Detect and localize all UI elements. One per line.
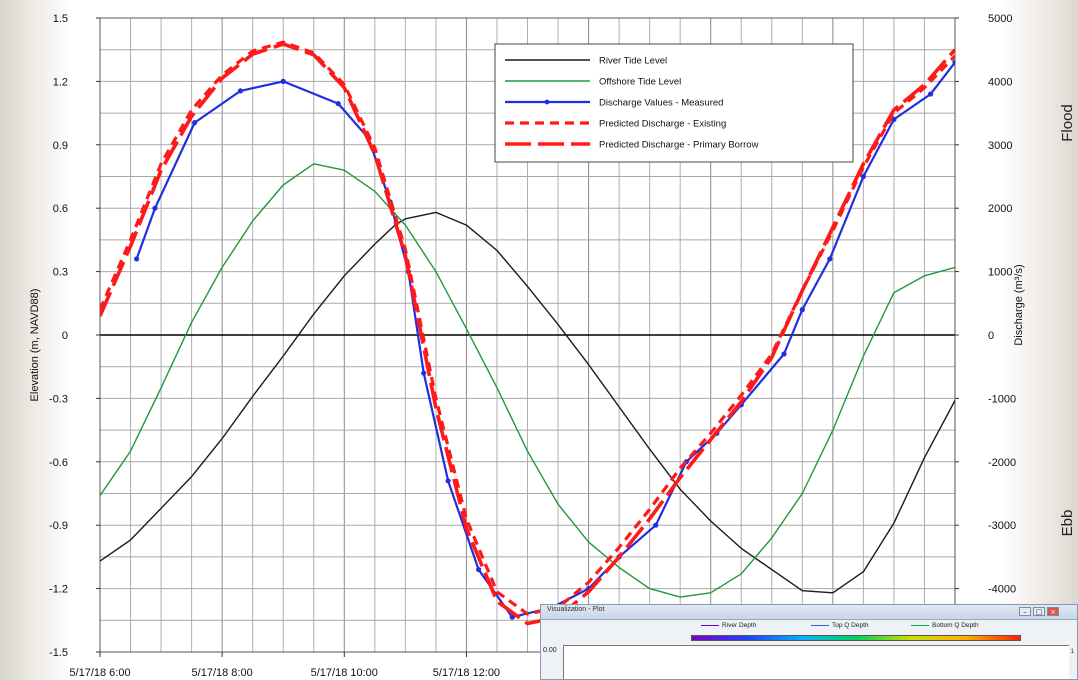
maximize-button[interactable]: □ (1033, 607, 1045, 616)
y-tick-label: 0 (62, 330, 68, 342)
minimize-button[interactable]: – (1019, 607, 1031, 616)
x-tick-label: 5/17/18 10:00 (311, 667, 378, 679)
ebb-label: Ebb (1059, 510, 1076, 537)
data-point (927, 91, 934, 97)
color-scale-bar (691, 635, 1021, 641)
legend-label: Bottom Q Depth (932, 622, 979, 629)
x-tick-label: 5/17/18 8:00 (192, 667, 253, 679)
y2-tick-label: -1000 (988, 393, 1016, 405)
legend-swatch (911, 624, 929, 626)
flood-label: Flood (1059, 104, 1076, 142)
legend-item-top-q-depth: Top Q Depth (811, 622, 869, 629)
y-tick-label: -0.6 (49, 457, 68, 469)
legend-marker (544, 99, 550, 105)
data-point (421, 370, 427, 376)
series-line-1 (100, 163, 955, 598)
axes: 1.5 1.2 0.9 0.6 0.3 0 -0.3 -0.6 -0.9 -1.2 -1.5 5000… (29, 13, 1076, 679)
close-button[interactable]: × (1047, 607, 1059, 616)
data-point (799, 307, 805, 313)
data-point (827, 256, 833, 262)
embedded-plot-window[interactable]: Visualization - Plot – □ × River Depth T… (540, 604, 1078, 680)
data-point (781, 351, 787, 357)
data-point (335, 100, 341, 107)
y-tick-label: -0.9 (49, 520, 68, 532)
y2-axis-title: Discharge (m³/s) (1013, 264, 1025, 345)
window-title: Visualization - Plot (547, 606, 605, 613)
series-line-0 (100, 211, 955, 594)
legend-label-1: Offshore Tide Level (599, 77, 681, 88)
legend-label: Top Q Depth (832, 622, 869, 629)
data-point (653, 522, 659, 528)
legend-label-0: River Tide Level (599, 56, 667, 67)
legend-label-3: Predicted Discharge - Existing (599, 119, 726, 130)
y-tick-label: 0.3 (53, 267, 68, 279)
window-plot-area[interactable] (563, 645, 1069, 679)
y-tick-label: 1.2 (53, 76, 68, 88)
y-tick-label: 0.6 (53, 203, 68, 215)
x-tick-label: 5/17/18 12:00 (433, 667, 500, 679)
y-tick-label: -1.5 (49, 647, 68, 659)
series-line-3 (100, 40, 955, 616)
y-tick-label: -0.3 (49, 393, 68, 405)
data-point (860, 173, 866, 180)
legend-item-bottom-q-depth: Bottom Q Depth (911, 622, 979, 629)
legend-item-river-depth: River Depth (701, 622, 756, 629)
y2-tick-label: 0 (988, 330, 994, 342)
window-titlebar[interactable]: Visualization - Plot – □ × (541, 605, 1077, 620)
legend-label-2: Discharge Values - Measured (599, 98, 723, 109)
data-point (509, 614, 515, 620)
legend-label-4: Predicted Discharge - Primary Borrow (599, 140, 759, 151)
series-lines (100, 40, 955, 626)
data-point (445, 478, 451, 484)
y2-tick-label: 1000 (988, 267, 1012, 279)
y-tick-label: 0.9 (53, 140, 68, 152)
legend-swatch (811, 624, 829, 626)
y2-tick-label: 5000 (988, 13, 1012, 25)
window-right-tick: 1 (1070, 649, 1074, 655)
legend: River Tide Level Offshore Tide Level Disch… (494, 43, 854, 163)
y2-tick-label: -4000 (988, 584, 1016, 596)
data-point (952, 59, 955, 65)
y2-tick-label: 4000 (988, 76, 1012, 88)
data-point (152, 205, 158, 211)
y-axis-title: Elevation (m, NAVD88) (29, 289, 41, 402)
series-line-4 (100, 42, 955, 626)
legend-swatch (701, 624, 719, 626)
y2-tick-label: 3000 (988, 140, 1012, 152)
window-y-tick: 0.00 (543, 647, 557, 654)
data-point (237, 88, 244, 94)
data-point (192, 120, 198, 126)
y2-tick-label: -3000 (988, 520, 1016, 532)
legend-label: River Depth (722, 622, 757, 629)
y-tick-label: -1.2 (49, 584, 68, 596)
data-point (476, 566, 482, 573)
data-point (280, 78, 286, 84)
y2-tick-label: 2000 (988, 203, 1012, 215)
data-point (134, 256, 140, 262)
y-tick-label: 1.5 (53, 13, 68, 25)
x-tick-label: 5/17/18 6:00 (69, 667, 130, 679)
window-legend: River Depth Top Q Depth Bottom Q Depth (691, 622, 1021, 634)
y2-tick-label: -2000 (988, 457, 1016, 469)
